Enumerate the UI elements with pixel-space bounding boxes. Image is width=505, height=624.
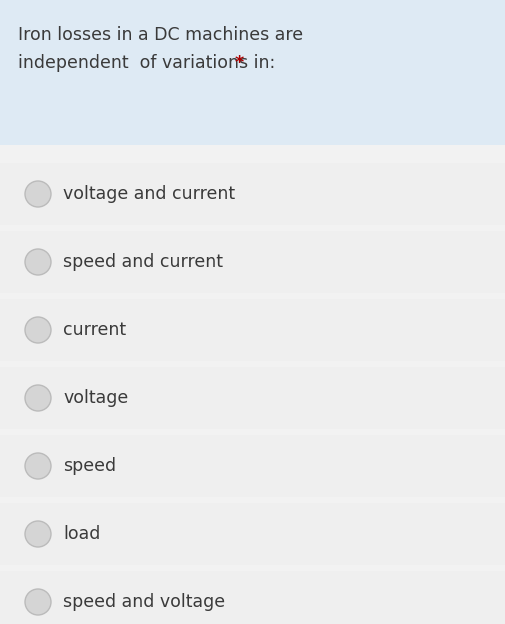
- Text: voltage and current: voltage and current: [63, 185, 235, 203]
- FancyBboxPatch shape: [0, 435, 505, 497]
- Circle shape: [25, 453, 51, 479]
- Circle shape: [25, 385, 51, 411]
- Text: speed: speed: [63, 457, 116, 475]
- FancyBboxPatch shape: [0, 231, 505, 293]
- FancyBboxPatch shape: [0, 0, 505, 145]
- FancyBboxPatch shape: [0, 571, 505, 624]
- Text: speed and voltage: speed and voltage: [63, 593, 225, 611]
- Text: voltage: voltage: [63, 389, 128, 407]
- Text: *: *: [234, 54, 244, 72]
- Circle shape: [25, 521, 51, 547]
- Text: load: load: [63, 525, 100, 543]
- Circle shape: [25, 249, 51, 275]
- Text: speed and current: speed and current: [63, 253, 223, 271]
- Text: independent  of variations in:: independent of variations in:: [18, 54, 280, 72]
- Circle shape: [25, 317, 51, 343]
- Circle shape: [25, 181, 51, 207]
- Text: Iron losses in a DC machines are: Iron losses in a DC machines are: [18, 26, 302, 44]
- Text: current: current: [63, 321, 126, 339]
- FancyBboxPatch shape: [0, 163, 505, 225]
- FancyBboxPatch shape: [0, 145, 505, 163]
- FancyBboxPatch shape: [0, 367, 505, 429]
- FancyBboxPatch shape: [0, 503, 505, 565]
- FancyBboxPatch shape: [0, 299, 505, 361]
- Circle shape: [25, 589, 51, 615]
